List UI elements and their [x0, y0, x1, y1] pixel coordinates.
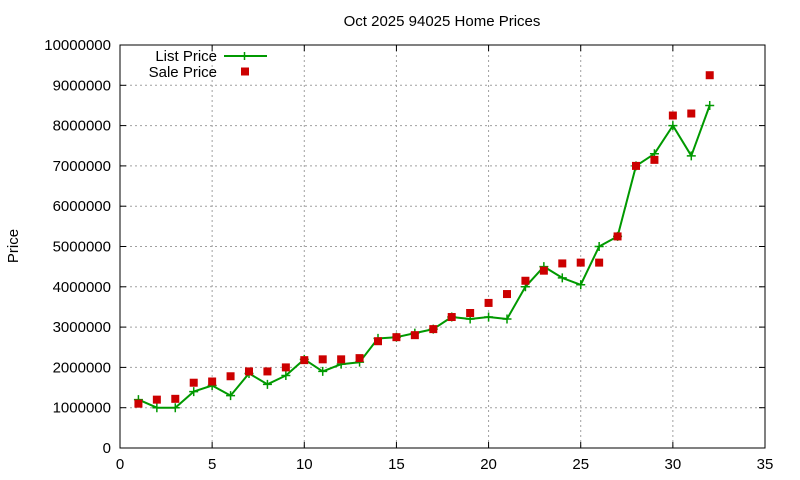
series-list-price: [133, 100, 715, 413]
legend-label-list-price: List Price: [155, 48, 217, 65]
y-tick-label: 0: [103, 440, 111, 457]
y-axis-label: Price: [5, 229, 22, 263]
data-point-sale-price: [171, 394, 180, 403]
data-point-list-price: [152, 403, 162, 413]
legend-marker-sale-price: [241, 67, 249, 76]
data-point-sale-price: [189, 378, 198, 387]
x-tick-label: 20: [480, 456, 497, 473]
data-point-list-price: [226, 391, 236, 401]
data-point-list-price: [318, 366, 328, 376]
x-tick-label: 25: [572, 456, 589, 473]
y-tick-label: 1000000: [53, 400, 111, 417]
data-point-sale-price: [595, 258, 604, 267]
x-tick-label: 10: [296, 456, 313, 473]
data-point-sale-price: [318, 355, 327, 364]
data-point-sale-price: [503, 290, 511, 299]
y-tick-label: 2000000: [53, 359, 111, 376]
y-tick-label: 8000000: [53, 118, 111, 135]
data-point-sale-price: [687, 109, 696, 118]
data-point-sale-price: [152, 395, 161, 404]
y-tick-label: 3000000: [53, 319, 111, 336]
legend-marker-list-price: [240, 52, 249, 60]
data-point-sale-price: [447, 313, 456, 322]
data-point-list-price: [594, 242, 604, 251]
data-point-sale-price: [429, 325, 438, 334]
x-tick-label: 15: [388, 456, 405, 473]
y-tick-label: 10000000: [44, 37, 111, 54]
data-point-sale-price: [613, 232, 622, 241]
data-point-list-price: [557, 273, 567, 283]
data-point-list-price: [502, 314, 512, 324]
data-point-sale-price: [650, 155, 659, 164]
data-point-list-price: [189, 387, 199, 397]
data-point-sale-price: [300, 356, 309, 365]
data-point-sale-price: [484, 298, 493, 307]
chart-title: Oct 2025 94025 Home Prices: [344, 13, 541, 30]
data-point-sale-price: [632, 161, 640, 170]
series-sale-price: [134, 71, 714, 408]
data-point-sale-price: [355, 354, 364, 363]
data-point-sale-price: [374, 337, 382, 346]
x-tick-label: 5: [208, 456, 216, 473]
data-point-list-price: [281, 370, 291, 380]
data-point-sale-price: [226, 372, 235, 381]
data-point-sale-price: [705, 71, 714, 80]
data-point-sale-price: [410, 331, 419, 340]
data-point-list-price: [686, 151, 696, 161]
data-point-sale-price: [539, 266, 548, 275]
data-point-sale-price: [668, 111, 677, 120]
data-point-sale-price: [208, 377, 217, 386]
series: [133, 71, 715, 413]
data-point-sale-price: [392, 333, 401, 342]
x-tick-label: 30: [665, 456, 682, 473]
data-point-list-price: [668, 121, 678, 131]
data-point-list-price: [705, 100, 715, 110]
data-point-list-price: [170, 403, 180, 413]
x-tick-label: 35: [757, 456, 774, 473]
data-point-sale-price: [263, 367, 272, 376]
legend-label-sale-price: Sale Price: [149, 64, 217, 81]
legend: List Price Sale Price: [149, 48, 267, 81]
data-point-list-price: [262, 379, 272, 389]
data-point-sale-price: [521, 276, 530, 285]
x-tick-label: 0: [116, 456, 124, 473]
axis-ticks: 0 1000000 2000000 3000000 4000000 5000000 6000…: [44, 37, 773, 473]
y-tick-label: 4000000: [53, 279, 111, 296]
series-line-list-price: [137, 105, 711, 409]
data-point-sale-price: [281, 363, 290, 372]
data-point-sale-price: [558, 259, 567, 268]
y-tick-label: 5000000: [53, 239, 111, 256]
y-tick-label: 7000000: [53, 158, 111, 175]
data-point-sale-price: [576, 258, 585, 267]
data-point-sale-price: [466, 308, 475, 317]
data-point-list-price: [484, 312, 494, 322]
data-point-sale-price: [134, 399, 143, 408]
data-point-sale-price: [337, 355, 346, 364]
data-point-sale-price: [245, 367, 253, 376]
y-tick-label: 6000000: [53, 198, 111, 215]
y-tick-label: 9000000: [53, 77, 111, 94]
data-point-list-price: [576, 280, 586, 290]
